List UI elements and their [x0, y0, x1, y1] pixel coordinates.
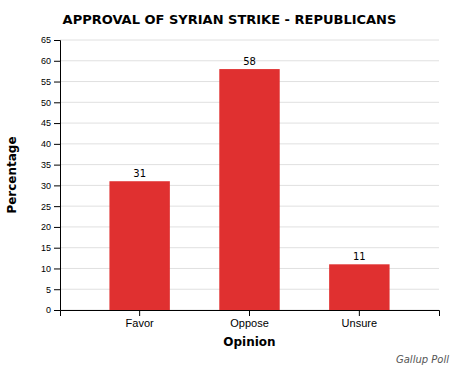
bar	[109, 181, 169, 310]
tick-label: 5	[46, 285, 51, 295]
tick-label: 10	[41, 264, 51, 274]
tick: 0	[46, 305, 60, 315]
tick-mark	[54, 82, 60, 83]
tick-mark	[54, 123, 60, 124]
plot: Favor Oppose Unsure 0 5 10 15 20 25 30 35 40 45 50 55 6…	[41, 35, 440, 328]
data-labels: 31 58 11	[133, 56, 365, 262]
tick: 5	[46, 285, 60, 295]
tick-label: 50	[41, 98, 51, 108]
tick: 15	[41, 243, 60, 253]
tick-mark	[54, 206, 60, 207]
tick-mark	[54, 248, 60, 249]
tick-label: 55	[41, 77, 51, 87]
tick: 60	[41, 56, 60, 66]
tick-label: 30	[41, 181, 51, 191]
tick: Favor	[126, 310, 154, 329]
tick-mark	[54, 40, 60, 41]
tick-label: 40	[41, 139, 51, 149]
tick-mark	[54, 144, 60, 145]
tick: Oppose	[230, 310, 269, 329]
tick-mark	[54, 165, 60, 166]
tick-mark	[54, 268, 60, 269]
tick-mark	[54, 310, 60, 311]
annotation: Gallup Poll	[396, 354, 449, 365]
tick-label: 15	[41, 243, 51, 253]
chart: Favor Oppose Unsure 0 5 10 15 20 25 30 35 40 45 50 55 6…	[0, 0, 459, 368]
grid-line	[60, 40, 439, 41]
data-label: 11	[353, 251, 366, 262]
axis-line	[54, 41, 61, 311]
tick-mark	[54, 102, 60, 103]
tick: 30	[41, 181, 60, 191]
data-label: 58	[243, 56, 256, 67]
bars	[109, 69, 389, 310]
tick-mark	[359, 310, 360, 316]
tick-label: 25	[41, 202, 51, 212]
tick-label: 65	[41, 35, 51, 45]
y-axis-title: Percentage	[5, 136, 19, 213]
tick-label: 45	[41, 118, 51, 128]
tick-mark	[54, 61, 60, 62]
tick-label: Unsure	[342, 317, 377, 329]
title: APPROVAL OF SYRIAN STRIKE - REPUBLICANS	[63, 12, 397, 27]
tick: Unsure	[342, 310, 377, 329]
y-axis: 0 5 10 15 20 25 30 35 40 45 50 55 60 65	[41, 35, 61, 315]
grid	[60, 40, 439, 310]
axis-line	[61, 311, 440, 317]
tick-mark	[139, 310, 140, 316]
tick: 10	[41, 264, 60, 274]
tick-mark	[54, 227, 60, 228]
bar	[219, 69, 279, 310]
tick: 50	[41, 98, 60, 108]
tick-label: 60	[41, 56, 51, 66]
tick-mark	[249, 310, 250, 316]
tick-label: 0	[46, 305, 51, 315]
tick-mark	[54, 289, 60, 290]
tick-label: Favor	[126, 317, 154, 329]
tick: 65	[41, 35, 60, 45]
tick: 40	[41, 139, 60, 149]
tick-label: Oppose	[230, 317, 269, 329]
tick: 25	[41, 202, 60, 212]
tick-label: 20	[41, 222, 51, 232]
bar	[329, 264, 389, 310]
tick: 55	[41, 77, 60, 87]
tick: 35	[41, 160, 60, 170]
tick: 20	[41, 222, 60, 232]
x-axis: Favor Oppose Unsure	[61, 310, 440, 329]
tick-mark	[54, 185, 60, 186]
x-axis-title: Opinion	[223, 335, 275, 349]
data-label: 31	[133, 168, 146, 179]
tick: 45	[41, 118, 60, 128]
tick-label: 35	[41, 160, 51, 170]
